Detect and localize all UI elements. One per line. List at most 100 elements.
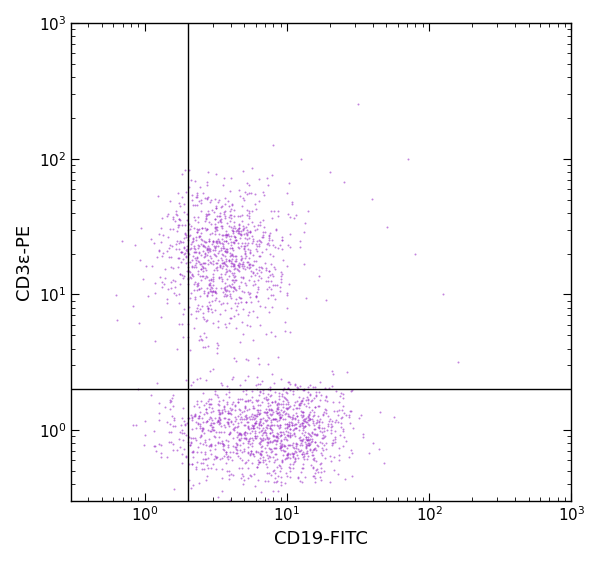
Point bbox=[222, 261, 232, 270]
Point bbox=[275, 421, 285, 430]
Point bbox=[293, 474, 302, 483]
Point bbox=[335, 455, 344, 464]
Point bbox=[304, 440, 313, 449]
Point bbox=[214, 419, 223, 428]
Point bbox=[263, 284, 272, 293]
Point bbox=[268, 291, 278, 300]
Point bbox=[240, 434, 250, 443]
Point bbox=[266, 383, 275, 392]
Point bbox=[317, 417, 327, 426]
Point bbox=[274, 400, 283, 409]
Point bbox=[270, 397, 280, 406]
Point bbox=[226, 447, 235, 456]
Point bbox=[280, 409, 290, 418]
Point bbox=[283, 399, 292, 408]
Point bbox=[199, 410, 209, 419]
Point bbox=[248, 236, 258, 245]
Point bbox=[227, 374, 237, 383]
Point bbox=[169, 289, 179, 298]
Point bbox=[297, 436, 307, 445]
Point bbox=[130, 240, 140, 249]
Point bbox=[248, 267, 258, 276]
Point bbox=[339, 178, 349, 187]
Point bbox=[224, 271, 233, 280]
Point bbox=[292, 440, 302, 449]
Point bbox=[154, 440, 164, 449]
Point bbox=[191, 258, 201, 267]
Point bbox=[262, 440, 271, 449]
Point bbox=[200, 243, 210, 252]
Point bbox=[239, 475, 249, 484]
Point bbox=[266, 422, 275, 431]
Point bbox=[211, 169, 221, 178]
Point bbox=[215, 310, 225, 319]
Point bbox=[195, 439, 205, 448]
Point bbox=[207, 415, 217, 425]
Point bbox=[310, 437, 320, 446]
Point bbox=[266, 447, 276, 456]
Point bbox=[268, 271, 278, 280]
Point bbox=[254, 405, 263, 414]
Point bbox=[212, 452, 221, 461]
Point bbox=[170, 416, 179, 425]
Point bbox=[262, 433, 272, 442]
Point bbox=[204, 237, 214, 246]
Point bbox=[267, 426, 277, 435]
Point bbox=[272, 408, 282, 417]
Point bbox=[223, 230, 232, 239]
Point bbox=[250, 280, 260, 289]
Point bbox=[328, 421, 337, 430]
Point bbox=[251, 292, 261, 301]
Point bbox=[211, 287, 220, 296]
Point bbox=[338, 425, 348, 434]
Point bbox=[187, 191, 196, 200]
Point bbox=[241, 252, 251, 261]
Point bbox=[316, 449, 325, 458]
Point bbox=[214, 413, 224, 422]
Point bbox=[251, 434, 260, 443]
Point bbox=[255, 449, 265, 458]
Point bbox=[298, 440, 307, 449]
Point bbox=[196, 264, 205, 273]
Point bbox=[193, 301, 203, 310]
Point bbox=[226, 281, 235, 290]
Point bbox=[221, 227, 231, 236]
Point bbox=[211, 432, 220, 441]
Point bbox=[218, 262, 228, 271]
Point bbox=[244, 254, 254, 263]
Point bbox=[233, 395, 242, 404]
Point bbox=[207, 423, 217, 432]
Point bbox=[266, 415, 276, 424]
Point bbox=[170, 277, 180, 286]
Point bbox=[279, 441, 289, 450]
Point bbox=[255, 454, 265, 463]
Point bbox=[344, 410, 353, 419]
Point bbox=[308, 446, 318, 455]
Point bbox=[258, 227, 268, 236]
Point bbox=[227, 243, 236, 252]
Point bbox=[206, 305, 216, 314]
Point bbox=[158, 251, 167, 260]
Point bbox=[311, 431, 321, 440]
Point bbox=[272, 462, 282, 471]
Point bbox=[283, 409, 292, 418]
Point bbox=[283, 240, 293, 249]
Point bbox=[225, 186, 235, 195]
Point bbox=[252, 463, 262, 472]
Point bbox=[269, 414, 279, 423]
Point bbox=[253, 236, 262, 245]
Point bbox=[301, 435, 311, 444]
Point bbox=[308, 427, 317, 436]
Point bbox=[221, 448, 230, 457]
Point bbox=[197, 271, 207, 280]
Point bbox=[175, 289, 184, 298]
Point bbox=[309, 444, 319, 453]
Point bbox=[256, 414, 265, 423]
Point bbox=[283, 427, 293, 436]
Point bbox=[262, 431, 271, 440]
Point bbox=[255, 458, 265, 467]
Point bbox=[230, 282, 239, 291]
Point bbox=[195, 292, 205, 301]
Point bbox=[170, 283, 179, 292]
Point bbox=[224, 470, 234, 479]
